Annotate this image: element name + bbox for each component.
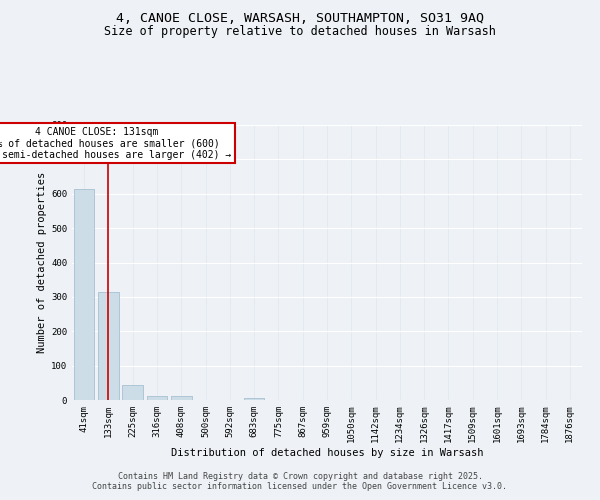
Text: Contains HM Land Registry data © Crown copyright and database right 2025.: Contains HM Land Registry data © Crown c… [118, 472, 482, 481]
Text: 4 CANOE CLOSE: 131sqm
← 60% of detached houses are smaller (600)
40% of semi-det: 4 CANOE CLOSE: 131sqm ← 60% of detached … [0, 126, 232, 160]
Bar [98, 292, 119, 400]
Y-axis label: Number of detached properties: Number of detached properties [37, 172, 47, 353]
X-axis label: Distribution of detached houses by size in Warsash: Distribution of detached houses by size … [171, 448, 483, 458]
Text: Contains public sector information licensed under the Open Government Licence v3: Contains public sector information licen… [92, 482, 508, 491]
Text: 4, CANOE CLOSE, WARSASH, SOUTHAMPTON, SO31 9AQ: 4, CANOE CLOSE, WARSASH, SOUTHAMPTON, SO… [116, 12, 484, 26]
Text: Size of property relative to detached houses in Warsash: Size of property relative to detached ho… [104, 25, 496, 38]
Bar [146, 396, 167, 400]
Bar [244, 398, 265, 400]
Bar [74, 188, 94, 400]
Bar [122, 384, 143, 400]
Bar [171, 396, 191, 400]
